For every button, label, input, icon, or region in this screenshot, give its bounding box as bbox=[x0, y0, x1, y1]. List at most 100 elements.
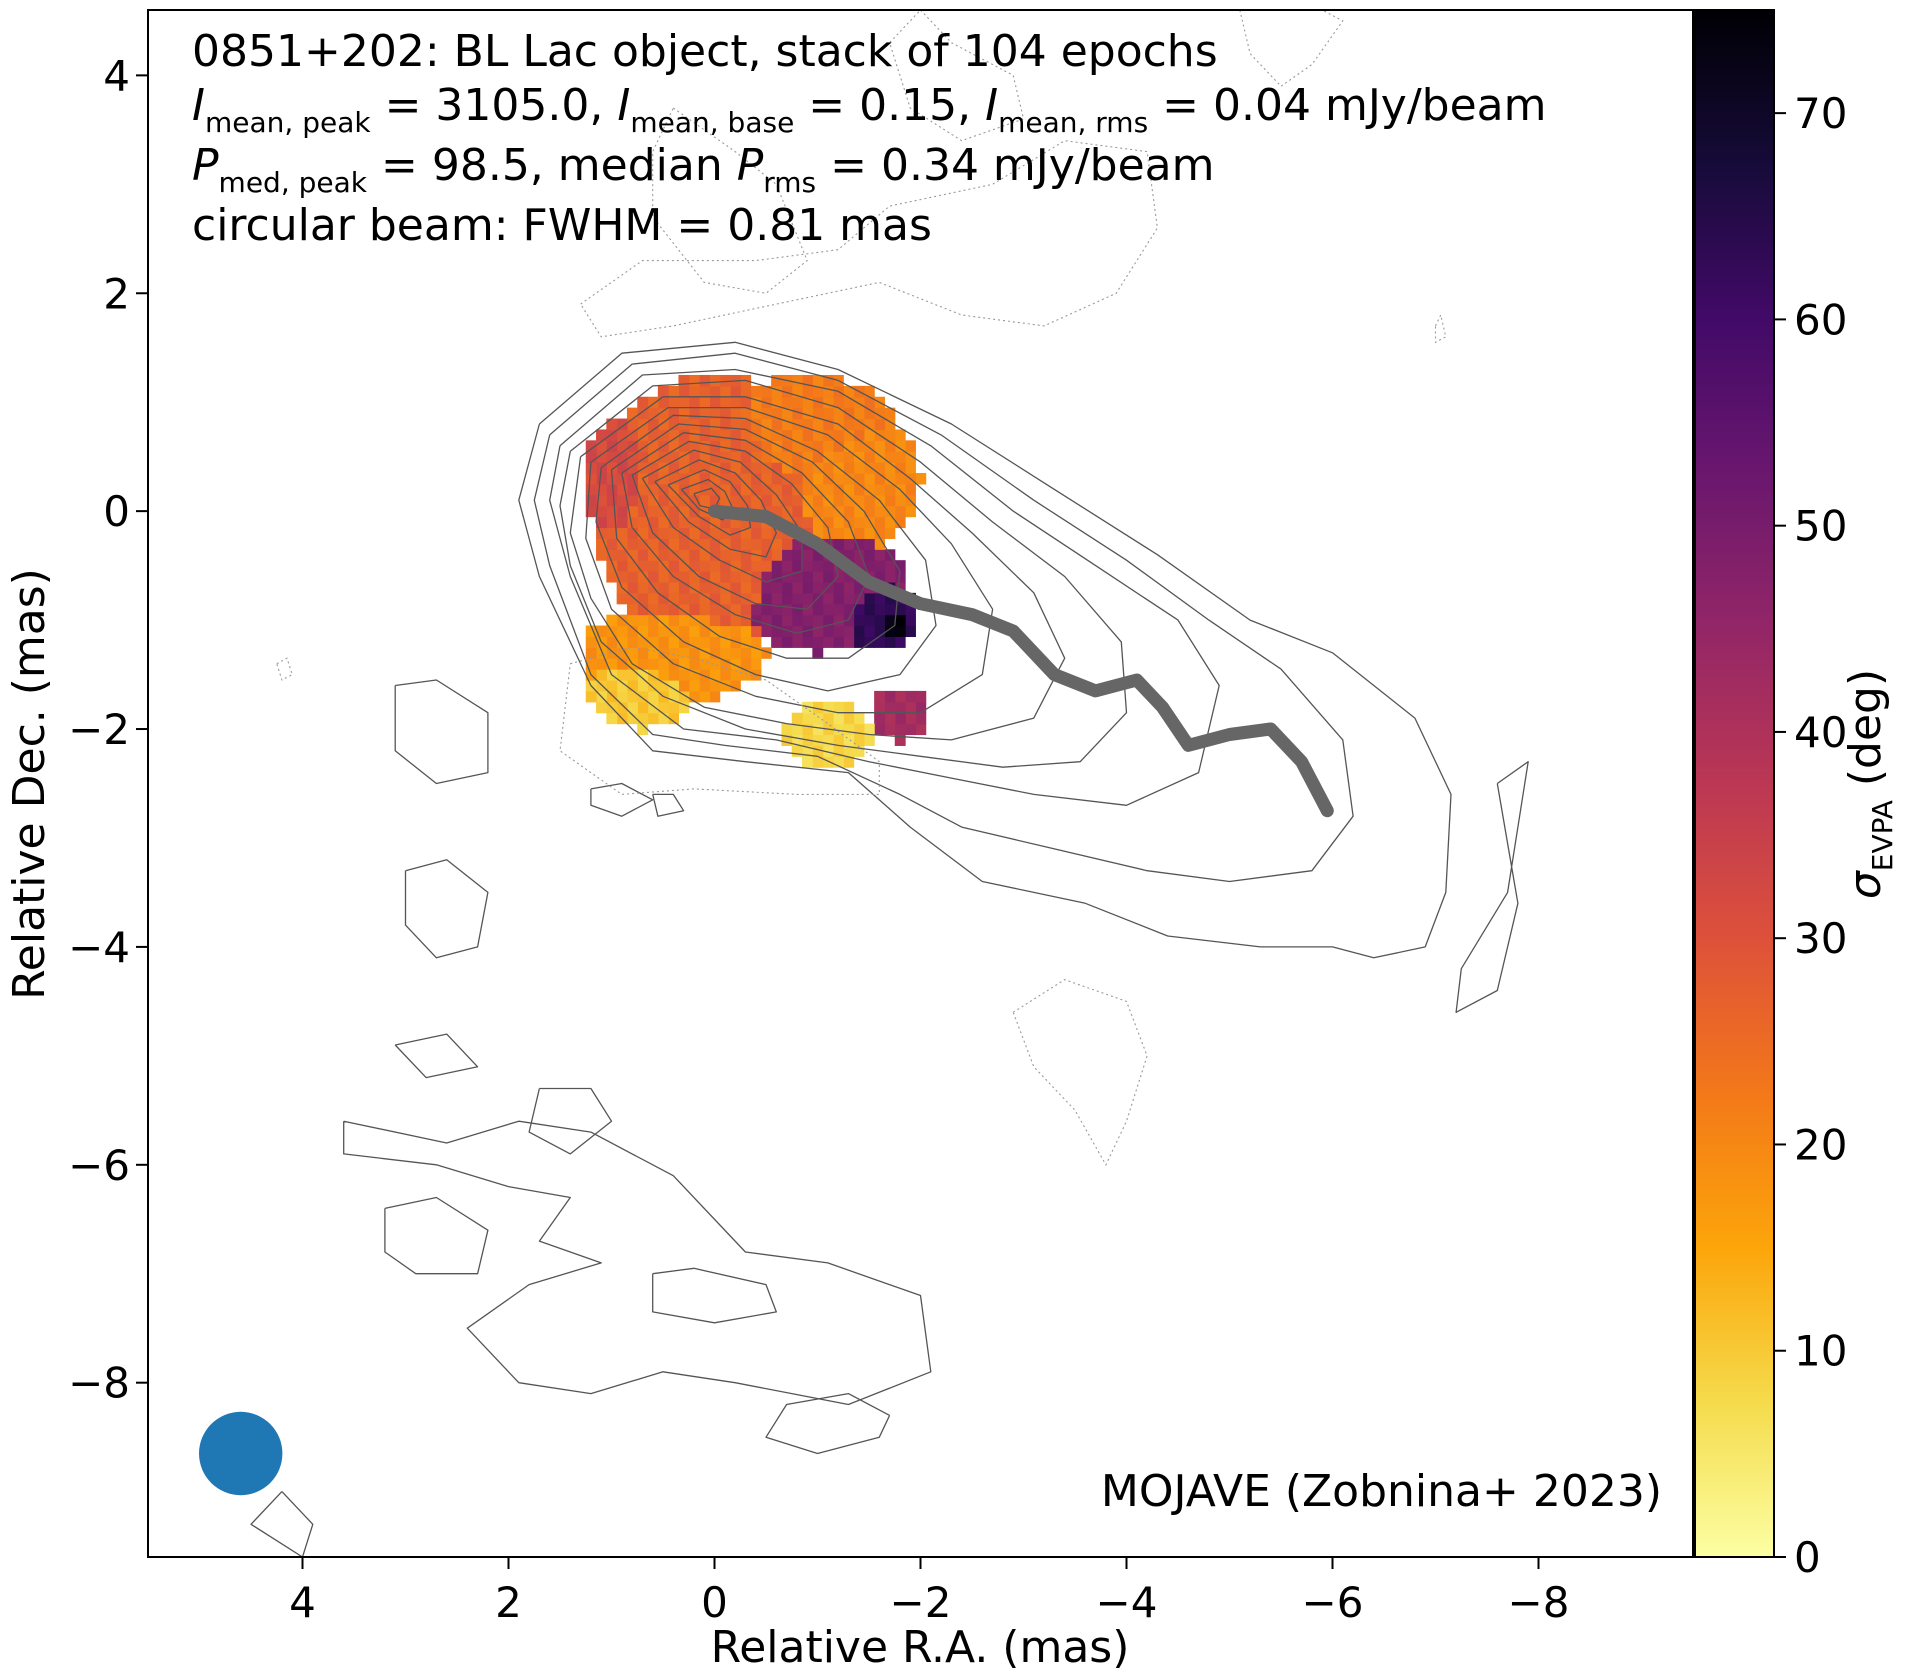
ridgeline-path bbox=[708, 504, 1334, 818]
evpa-cell bbox=[740, 614, 752, 627]
evpa-cell bbox=[729, 440, 741, 452]
evpa-cell bbox=[688, 571, 700, 583]
evpa-cell bbox=[678, 680, 690, 692]
evpa-cell bbox=[853, 560, 865, 572]
evpa-cell bbox=[894, 505, 906, 518]
evpa-cell bbox=[668, 592, 680, 605]
evpa-cell bbox=[719, 625, 731, 638]
evpa-cell bbox=[616, 680, 628, 692]
evpa-cell bbox=[637, 440, 649, 452]
evpa-cell bbox=[657, 581, 669, 594]
evpa-cell bbox=[894, 734, 906, 746]
jet-ridgeline bbox=[708, 504, 1334, 818]
evpa-cell bbox=[688, 473, 700, 485]
contour-line bbox=[652, 793, 685, 817]
evpa-cell bbox=[699, 451, 710, 463]
annot2-sym-2: I bbox=[617, 80, 630, 131]
evpa-cell bbox=[719, 636, 731, 648]
evpa-cell bbox=[606, 451, 618, 463]
evpa-cell bbox=[626, 636, 638, 648]
evpa-cell bbox=[822, 756, 834, 768]
evpa-cell bbox=[843, 745, 855, 757]
evpa-cell bbox=[647, 592, 659, 605]
evpa-cell bbox=[668, 516, 680, 529]
evpa-cell bbox=[832, 407, 844, 420]
evpa-cell bbox=[626, 473, 638, 485]
evpa-cell bbox=[647, 603, 659, 616]
evpa-cell bbox=[915, 712, 927, 725]
evpa-cell bbox=[791, 560, 803, 572]
evpa-cell bbox=[853, 505, 865, 518]
evpa-cell bbox=[688, 516, 700, 529]
annot3-val-rms: = 0.34 mJy/beam bbox=[816, 140, 1214, 191]
evpa-cell bbox=[884, 407, 896, 420]
colorbar-tick-label: 20 bbox=[1794, 1120, 1847, 1169]
colorbar: 0 10 20 30 40 50 60 70 σEVPA (deg) bbox=[1694, 9, 1899, 1582]
evpa-cell bbox=[781, 625, 793, 638]
evpa-cell bbox=[863, 440, 875, 452]
contour-line bbox=[569, 396, 1066, 741]
evpa-cell bbox=[626, 581, 638, 594]
evpa-cell bbox=[812, 549, 824, 561]
evpa-cell bbox=[791, 516, 803, 529]
evpa-cell bbox=[771, 451, 783, 463]
evpa-cell bbox=[719, 669, 731, 681]
evpa-cell bbox=[668, 473, 680, 485]
annot3-sub-rms: rms bbox=[763, 166, 816, 199]
evpa-cell bbox=[596, 625, 607, 638]
evpa-cell bbox=[688, 527, 700, 539]
evpa-cell bbox=[853, 494, 865, 507]
evpa-cell bbox=[863, 385, 875, 398]
evpa-cell bbox=[822, 483, 834, 496]
evpa-cell bbox=[719, 385, 731, 398]
evpa-cell bbox=[668, 647, 680, 659]
evpa-cell bbox=[771, 494, 783, 507]
evpa-cell bbox=[647, 483, 659, 496]
evpa-cell bbox=[843, 571, 855, 583]
evpa-cell bbox=[709, 538, 721, 550]
evpa-cell bbox=[699, 407, 710, 420]
evpa-cell bbox=[791, 745, 803, 757]
evpa-cell bbox=[802, 505, 813, 518]
evpa-cell bbox=[812, 647, 824, 659]
annotation-line-3: Pmed, peak = 98.5, median Prms = 0.34 mJ… bbox=[192, 140, 1214, 199]
evpa-cell bbox=[606, 516, 618, 529]
evpa-cell bbox=[647, 636, 659, 648]
evpa-cell bbox=[740, 669, 752, 681]
evpa-cell bbox=[884, 603, 896, 616]
evpa-cell bbox=[688, 385, 700, 398]
evpa-cell bbox=[668, 581, 680, 594]
evpa-cell bbox=[637, 723, 649, 736]
evpa-cell bbox=[905, 440, 916, 452]
evpa-cell bbox=[760, 462, 772, 474]
evpa-cell bbox=[843, 440, 855, 452]
evpa-cell bbox=[863, 483, 875, 496]
evpa-cell bbox=[802, 614, 813, 627]
evpa-cell bbox=[812, 407, 824, 420]
evpa-cell bbox=[874, 483, 886, 496]
evpa-cell bbox=[781, 636, 793, 648]
evpa-cell bbox=[678, 516, 690, 529]
evpa-cell bbox=[647, 571, 659, 583]
contour-line bbox=[595, 414, 937, 692]
evpa-cell bbox=[626, 669, 638, 681]
evpa-cell bbox=[863, 625, 875, 638]
evpa-cell bbox=[781, 462, 793, 474]
beam-circle bbox=[199, 1411, 283, 1496]
evpa-cell bbox=[771, 636, 783, 648]
evpa-cell bbox=[740, 603, 752, 616]
annot2-sub-base: mean, base bbox=[630, 106, 794, 139]
evpa-cell bbox=[812, 571, 824, 583]
evpa-cell bbox=[874, 690, 886, 703]
x-tick-label: 0 bbox=[701, 1578, 728, 1627]
evpa-cell bbox=[699, 385, 710, 398]
evpa-cell bbox=[853, 418, 865, 431]
evpa-cell bbox=[709, 516, 721, 529]
evpa-cell bbox=[657, 592, 669, 605]
evpa-cell bbox=[802, 429, 813, 441]
evpa-cell bbox=[812, 625, 824, 638]
evpa-cell bbox=[637, 407, 649, 420]
evpa-cell bbox=[668, 462, 680, 474]
evpa-cell bbox=[719, 592, 731, 605]
evpa-cell bbox=[863, 516, 875, 529]
